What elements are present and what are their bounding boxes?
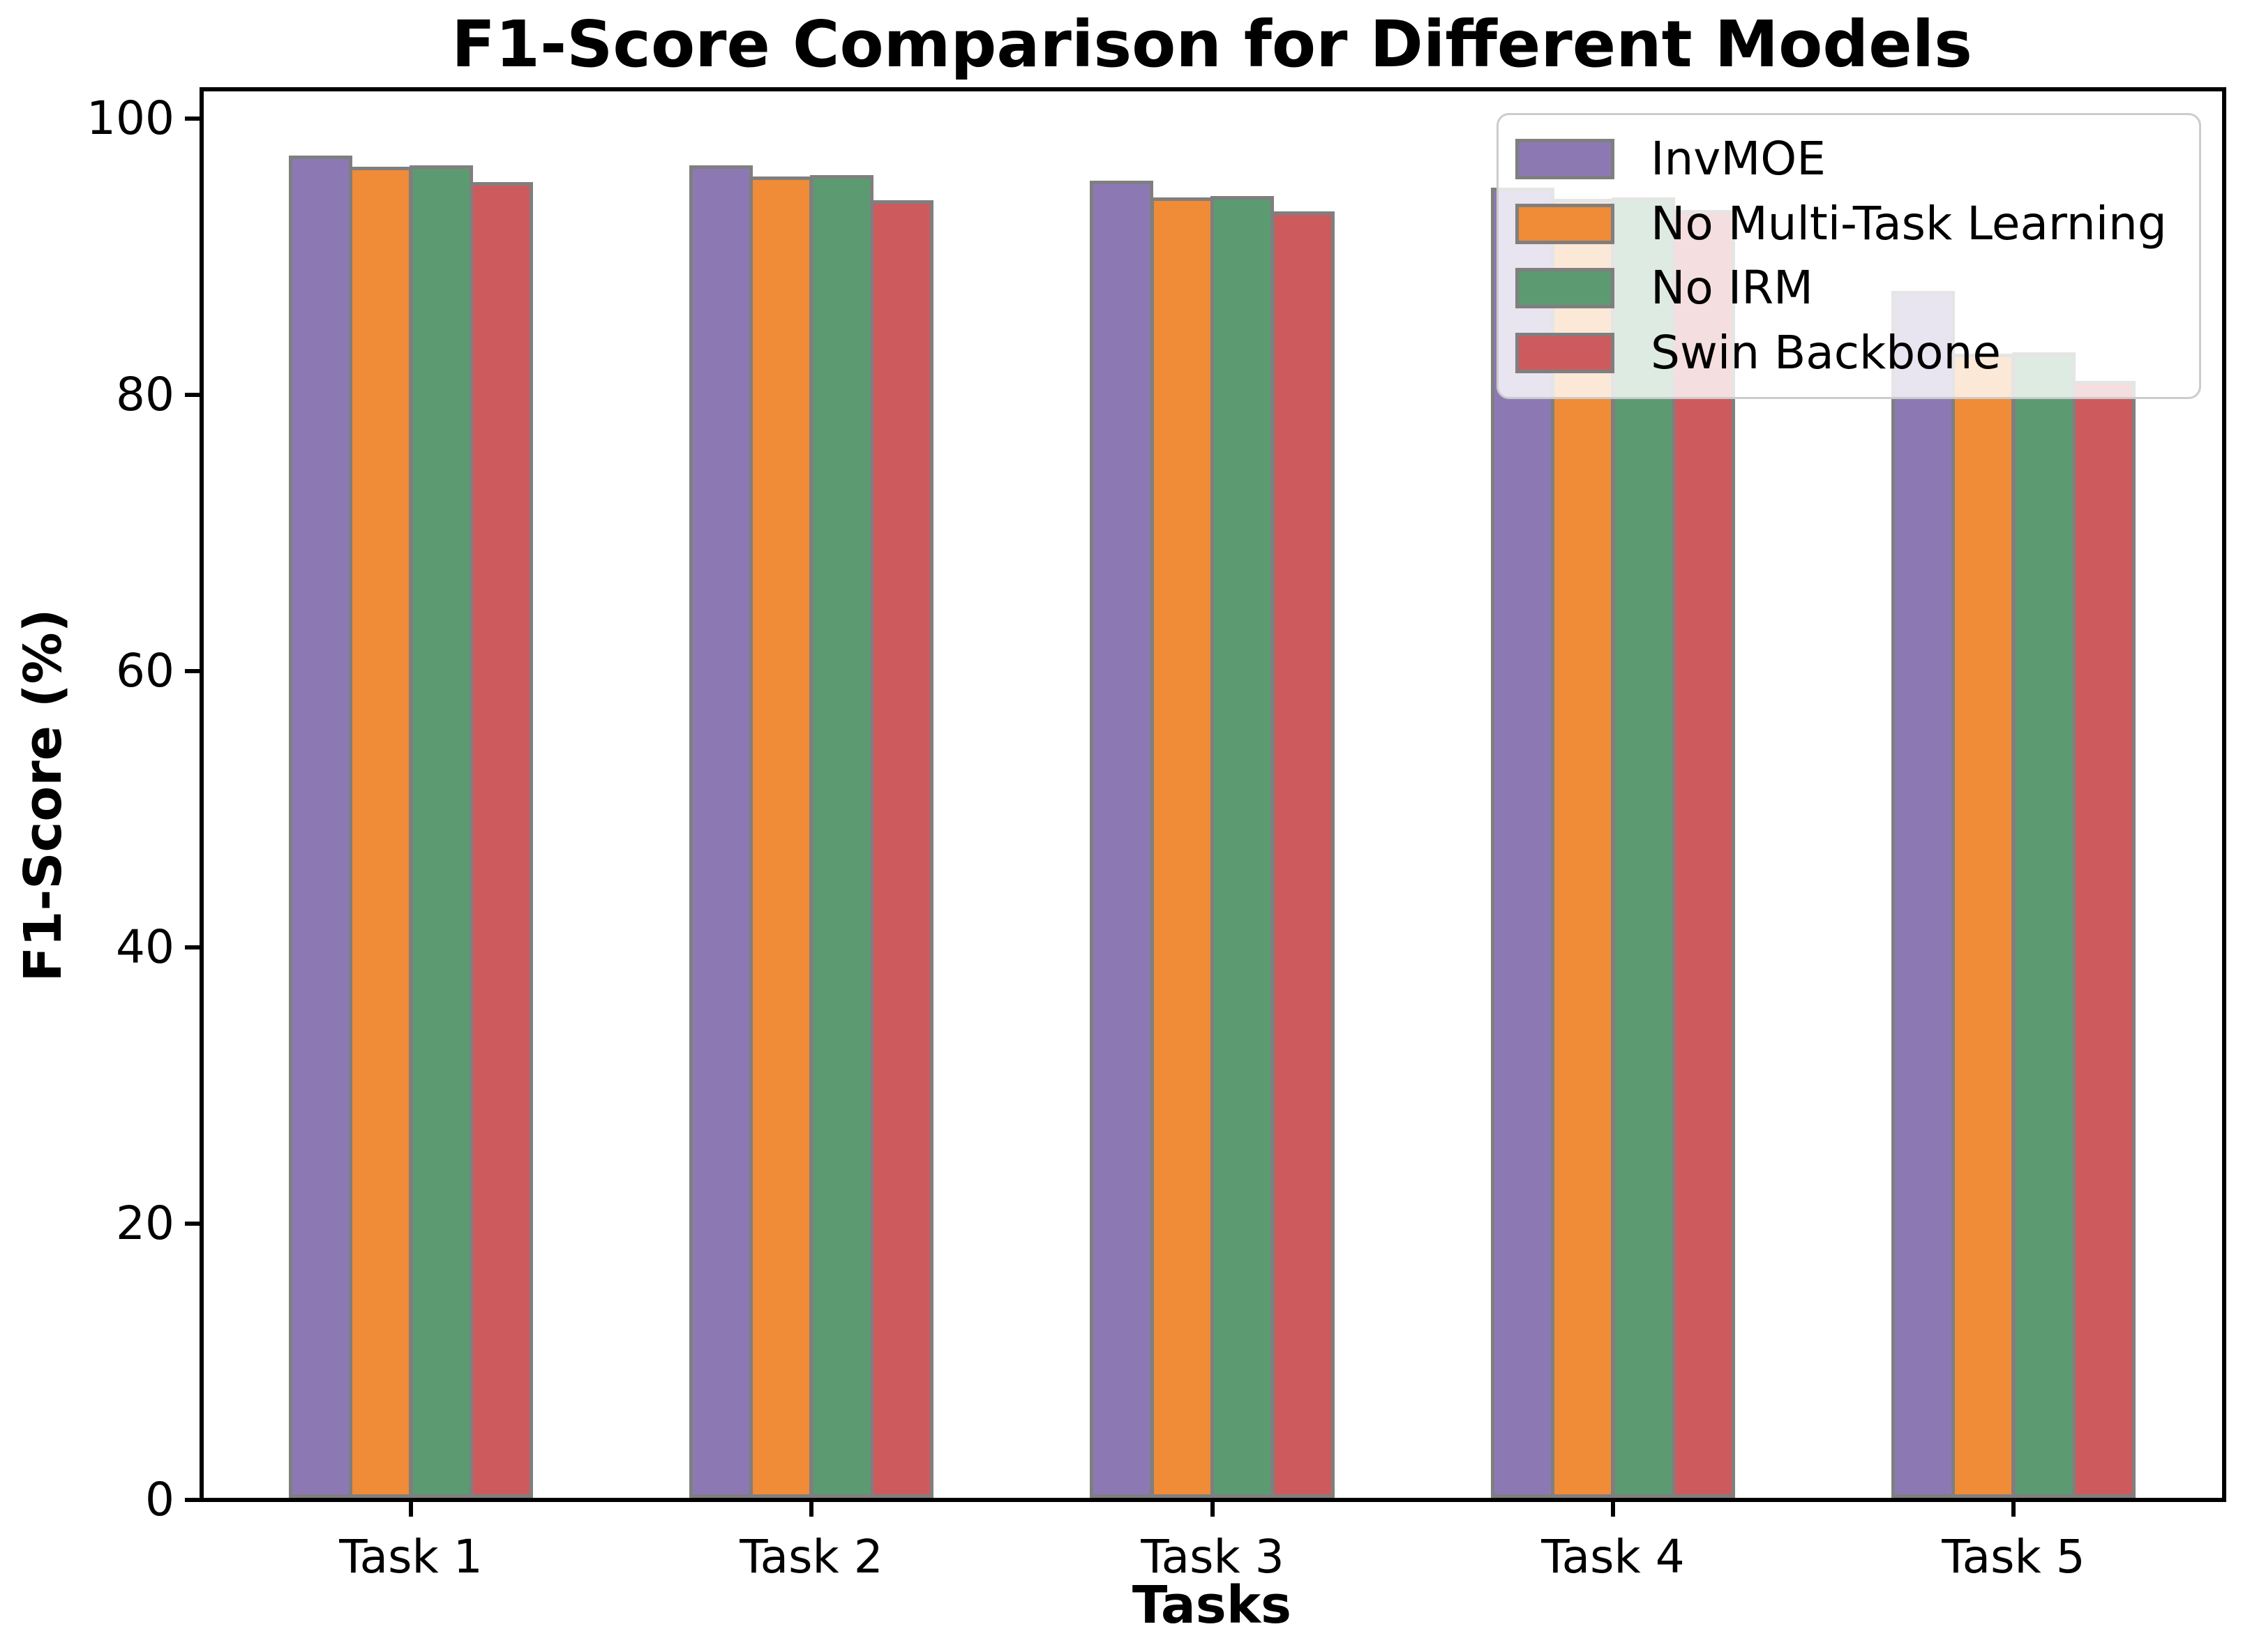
legend-item: No IRM <box>1515 265 2178 311</box>
bar-swin-backbone-task-5 <box>2072 381 2136 1498</box>
bar-invmoe-task-4 <box>1491 188 1554 1498</box>
legend-item: No Multi-Task Learning <box>1515 196 2178 250</box>
bar-no-irm-task-1 <box>410 165 473 1498</box>
legend-swatch-swin-backbone <box>1515 332 1614 373</box>
legend-swatch-invmoe <box>1515 139 1614 179</box>
x-tick-label: Task 2 <box>740 1530 883 1584</box>
legend-label: No Multi-Task Learning <box>1651 196 2167 250</box>
bar-no-multi-task-learning-task-3 <box>1150 197 1214 1498</box>
y-tick-mark <box>185 393 200 397</box>
bar-no-irm-task-4 <box>1612 197 1675 1498</box>
x-tick-mark <box>1611 1502 1615 1517</box>
bar-swin-backbone-task-2 <box>870 200 933 1498</box>
legend-swatch-no-irm <box>1515 268 1614 309</box>
y-tick-mark <box>185 945 200 949</box>
chart-title: F1-Score Comparison for Different Models <box>451 7 1972 82</box>
bar-no-multi-task-learning-task-2 <box>749 177 813 1498</box>
legend-swatch-no-multi-task-learning <box>1515 203 1614 244</box>
bar-no-irm-task-2 <box>810 175 873 1498</box>
legend-item: Swin Backbone <box>1515 325 2178 380</box>
y-tick-label: 60 <box>116 644 174 698</box>
x-tick-mark <box>409 1502 413 1517</box>
x-tick-mark <box>1210 1502 1215 1517</box>
bar-invmoe-task-5 <box>1891 291 1955 1498</box>
x-tick-label: Task 4 <box>1541 1530 1685 1584</box>
y-tick-label: 20 <box>116 1196 174 1250</box>
y-tick-label: 100 <box>87 91 174 145</box>
legend-label: InvMOE <box>1651 132 1826 186</box>
x-tick-mark <box>809 1502 813 1517</box>
y-tick-mark <box>185 1222 200 1226</box>
y-tick-label: 80 <box>116 368 174 421</box>
x-tick-label: Task 1 <box>339 1530 483 1584</box>
y-tick-mark <box>185 1498 200 1502</box>
bar-no-multi-task-learning-task-1 <box>349 167 412 1498</box>
bar-swin-backbone-task-3 <box>1271 211 1335 1498</box>
y-tick-label: 0 <box>145 1473 174 1526</box>
bar-no-multi-task-learning-task-5 <box>1951 354 2015 1498</box>
bars-layer <box>204 91 2222 1498</box>
y-tick-mark <box>185 117 200 121</box>
bar-no-irm-task-5 <box>2012 352 2076 1498</box>
x-tick-label: Task 3 <box>1141 1530 1284 1584</box>
legend-label: No IRM <box>1651 261 1813 315</box>
bar-no-irm-task-3 <box>1210 196 1274 1498</box>
bar-invmoe-task-1 <box>289 156 352 1498</box>
legend-label: Swin Backbone <box>1651 325 2001 380</box>
bar-swin-backbone-task-1 <box>470 182 533 1498</box>
bar-invmoe-task-2 <box>689 165 753 1498</box>
y-tick-mark <box>185 669 200 673</box>
y-tick-label: 40 <box>116 920 174 974</box>
x-tick-mark <box>2011 1502 2016 1517</box>
bar-no-multi-task-learning-task-4 <box>1551 199 1614 1498</box>
bar-invmoe-task-3 <box>1090 181 1153 1498</box>
x-tick-label: Task 5 <box>1942 1530 2085 1584</box>
x-axis-title: Tasks <box>1132 1575 1292 1635</box>
legend: InvMOE No Multi-Task Learning No IRM Swi… <box>1496 113 2201 399</box>
bar-swin-backbone-task-4 <box>1672 210 1735 1498</box>
legend-item: InvMOE <box>1515 136 2178 182</box>
